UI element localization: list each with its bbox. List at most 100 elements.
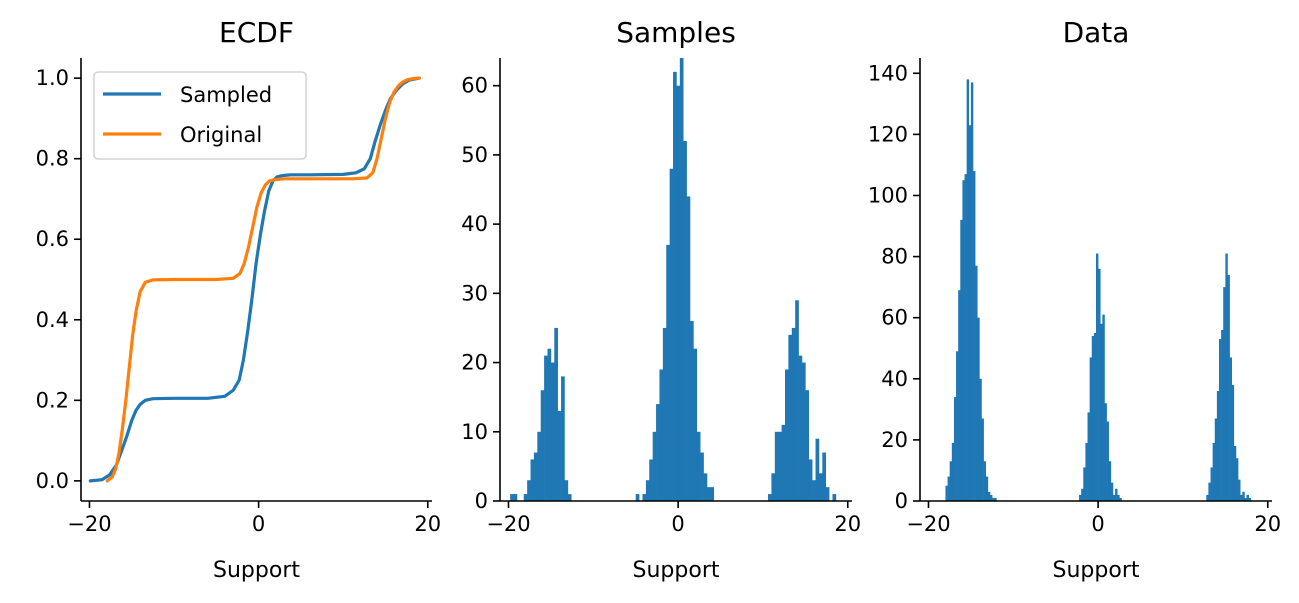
y-tick-label: 0.6 xyxy=(36,227,69,251)
histogram-bar xyxy=(805,390,810,501)
histogram-bar xyxy=(537,431,542,501)
histogram-bar xyxy=(527,480,531,501)
histogram-bar xyxy=(1248,497,1252,501)
histogram-bar xyxy=(510,494,514,501)
x-tick-label: 20 xyxy=(414,512,441,536)
histogram-bar xyxy=(960,219,963,502)
histogram-bar xyxy=(964,174,967,501)
y-tick-label: 0.0 xyxy=(36,469,69,493)
histogram-bar xyxy=(791,327,796,501)
histogram-bar xyxy=(1225,253,1228,501)
histogram-bar xyxy=(693,348,698,501)
histogram-bar xyxy=(567,494,572,501)
histogram-bar xyxy=(554,327,558,501)
histogram-bar xyxy=(977,317,980,501)
histogram-bar xyxy=(970,82,974,501)
x-axis-label: Support xyxy=(213,558,300,583)
x-tick-label: −20 xyxy=(67,512,111,536)
histogram-bar xyxy=(801,362,806,501)
histogram-bar xyxy=(1223,287,1226,501)
histogram-bar xyxy=(979,378,982,501)
histogram-bar xyxy=(1085,442,1088,501)
histogram-bar xyxy=(1110,482,1114,501)
legend: Sampled Original xyxy=(93,71,307,160)
histogram-bar xyxy=(544,355,548,501)
histogram-bar xyxy=(1229,357,1233,501)
histogram-bar xyxy=(968,125,972,502)
histogram-bar xyxy=(778,431,782,501)
y-tick-label: 1.0 xyxy=(36,66,69,90)
y-tick-label: 140 xyxy=(868,61,908,85)
histogram-bar xyxy=(962,180,965,501)
histogram-bar xyxy=(949,461,953,501)
y-tick-label: 50 xyxy=(461,143,488,167)
histogram-bar xyxy=(696,431,701,501)
x-tick-label: 20 xyxy=(834,512,861,536)
histogram-bar xyxy=(1119,497,1122,501)
histogram-bar xyxy=(1208,482,1211,501)
histogram-bar xyxy=(798,355,803,501)
y-tick-label: 0 xyxy=(475,489,488,513)
histogram-bar xyxy=(564,480,569,501)
histogram-bar xyxy=(781,424,786,501)
histogram-bar xyxy=(1242,491,1245,501)
histogram-bar xyxy=(1244,497,1247,501)
histogram-bar xyxy=(683,141,687,501)
histogram-bar xyxy=(975,265,978,501)
y-tick-label: 100 xyxy=(868,183,908,207)
chart-panel-1: ECDF −20 0 20 0.0 0.2 0.4 0.6 0.8 1.0 Support Sampl… xyxy=(36,16,442,583)
y-tick-label: 120 xyxy=(868,122,908,146)
histogram-bar xyxy=(832,494,837,501)
histogram-bar xyxy=(1108,461,1112,501)
histogram-bar xyxy=(768,494,772,501)
y-tick-label: 30 xyxy=(461,281,488,305)
histogram-bar xyxy=(547,348,552,501)
histogram-bar xyxy=(656,404,660,501)
histogram-bar xyxy=(795,300,799,501)
legend-label: Sampled xyxy=(180,83,272,107)
histogram-bar xyxy=(1117,494,1120,501)
histogram-bar xyxy=(1246,494,1249,501)
histogram-bar xyxy=(523,494,528,501)
histogram-bar xyxy=(1221,329,1224,501)
x-tick-label: −20 xyxy=(906,512,950,536)
histogram-bar xyxy=(540,390,545,501)
histogram-bar xyxy=(652,431,657,501)
histogram-bar xyxy=(1112,494,1116,501)
x-tick-label: 0 xyxy=(671,512,684,536)
histogram-bar xyxy=(958,290,961,501)
chart-title: Samples xyxy=(616,16,736,49)
x-axis-label: Support xyxy=(633,558,720,583)
histogram-bar xyxy=(1240,494,1243,501)
histogram-bar xyxy=(1093,332,1097,501)
histogram-bar xyxy=(956,351,959,501)
chart-title: ECDF xyxy=(219,16,294,49)
histogram-bar xyxy=(1083,467,1086,501)
series-line-original xyxy=(105,76,421,483)
histogram-bar xyxy=(981,418,984,501)
histogram-bar xyxy=(673,71,677,501)
histogram-bar xyxy=(686,196,691,501)
y-tick-label: 0.8 xyxy=(36,147,69,171)
histogram-bar xyxy=(662,327,667,501)
histogram-bar xyxy=(1104,403,1107,501)
histogram-bar xyxy=(533,452,538,501)
x-axis-label: Support xyxy=(1053,558,1140,583)
histogram-bar xyxy=(690,321,694,501)
series-line-sampled xyxy=(88,76,421,483)
histogram-bar xyxy=(815,438,820,501)
y-tick-label: 80 xyxy=(881,245,908,269)
histogram-bar xyxy=(557,411,562,501)
histogram-bar xyxy=(822,452,826,501)
histogram-bar xyxy=(1206,494,1209,501)
y-tick-label: 60 xyxy=(461,74,488,98)
histogram-bar xyxy=(513,494,518,501)
histogram-bar xyxy=(966,79,970,501)
histogram-bar xyxy=(1212,442,1216,501)
histogram-bar xyxy=(1096,253,1099,501)
histogram-bar xyxy=(710,487,715,501)
histogram-bar xyxy=(784,369,789,501)
histogram-bar xyxy=(1210,467,1213,501)
